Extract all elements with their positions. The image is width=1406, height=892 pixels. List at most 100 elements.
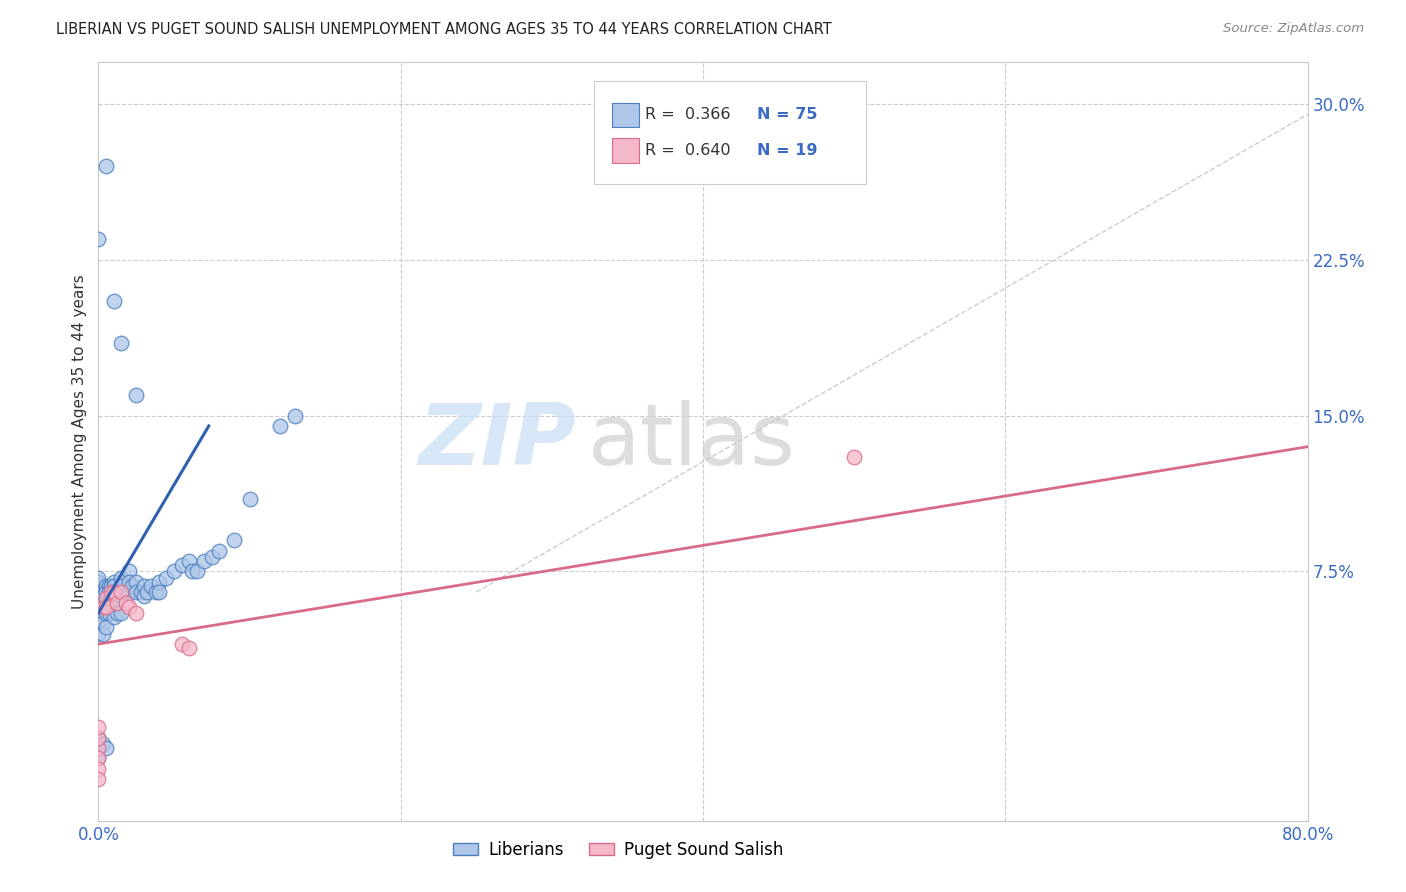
- Point: [87, 606, 110, 620]
- Point: [87, 720, 110, 734]
- Point: [87, 595, 110, 609]
- Point: [118, 585, 141, 599]
- Point: [87, 762, 110, 776]
- Point: [105, 595, 128, 609]
- Point: [201, 549, 224, 564]
- Point: [110, 335, 132, 350]
- Point: [179, 554, 201, 568]
- Point: [91, 595, 114, 609]
- Point: [91, 737, 114, 751]
- Point: [94, 620, 117, 634]
- Point: [94, 599, 117, 614]
- Point: [110, 585, 132, 599]
- Point: [87, 585, 110, 599]
- Text: LIBERIAN VS PUGET SOUND SALISH UNEMPLOYMENT AMONG AGES 35 TO 44 YEARS CORRELATIO: LIBERIAN VS PUGET SOUND SALISH UNEMPLOYM…: [56, 22, 832, 37]
- Point: [105, 606, 128, 620]
- Point: [94, 740, 117, 755]
- Point: [118, 599, 141, 614]
- Point: [98, 585, 121, 599]
- Point: [103, 574, 125, 589]
- Point: [100, 579, 122, 593]
- Text: N = 75: N = 75: [758, 107, 818, 122]
- FancyBboxPatch shape: [595, 81, 866, 184]
- Point: [132, 579, 155, 593]
- Point: [94, 591, 117, 606]
- Text: Source: ZipAtlas.com: Source: ZipAtlas.com: [1223, 22, 1364, 36]
- Point: [125, 574, 148, 589]
- Point: [87, 232, 110, 246]
- Point: [135, 585, 157, 599]
- Point: [100, 585, 122, 599]
- Point: [94, 606, 117, 620]
- Point: [179, 641, 201, 656]
- Point: [105, 595, 128, 609]
- Point: [100, 589, 122, 603]
- Point: [193, 554, 215, 568]
- Point: [103, 294, 125, 309]
- Point: [103, 579, 125, 593]
- Text: R =  0.366: R = 0.366: [645, 107, 731, 122]
- Point: [87, 571, 110, 585]
- Point: [141, 579, 163, 593]
- Point: [87, 740, 110, 755]
- Point: [844, 450, 866, 464]
- Point: [87, 606, 110, 620]
- Point: [87, 751, 110, 765]
- Point: [87, 585, 110, 599]
- Point: [91, 599, 114, 614]
- Point: [224, 533, 246, 548]
- Point: [103, 599, 125, 614]
- FancyBboxPatch shape: [613, 138, 638, 162]
- Point: [87, 731, 110, 745]
- Point: [98, 606, 121, 620]
- Point: [91, 589, 114, 603]
- Point: [148, 574, 170, 589]
- Point: [148, 585, 170, 599]
- Point: [132, 589, 155, 603]
- FancyBboxPatch shape: [613, 103, 638, 127]
- Point: [284, 409, 307, 423]
- Point: [103, 585, 125, 599]
- Point: [98, 579, 121, 593]
- Text: atlas: atlas: [588, 400, 796, 483]
- Point: [87, 751, 110, 765]
- Point: [145, 585, 167, 599]
- Point: [87, 772, 110, 786]
- Point: [170, 558, 193, 573]
- Point: [91, 585, 114, 599]
- Point: [91, 606, 114, 620]
- Point: [110, 579, 132, 593]
- Point: [121, 579, 143, 593]
- Point: [125, 606, 148, 620]
- Point: [94, 595, 117, 609]
- Point: [103, 610, 125, 624]
- Point: [155, 571, 177, 585]
- Y-axis label: Unemployment Among Ages 35 to 44 years: Unemployment Among Ages 35 to 44 years: [72, 274, 87, 609]
- Point: [110, 589, 132, 603]
- Point: [87, 740, 110, 755]
- Legend: Liberians, Puget Sound Salish: Liberians, Puget Sound Salish: [447, 834, 790, 865]
- Point: [125, 585, 148, 599]
- Point: [103, 589, 125, 603]
- Point: [129, 585, 152, 599]
- Text: N = 19: N = 19: [758, 143, 818, 158]
- Point: [87, 589, 110, 603]
- Point: [170, 637, 193, 651]
- Point: [105, 585, 128, 599]
- Point: [91, 616, 114, 631]
- Point: [87, 579, 110, 593]
- Point: [110, 606, 132, 620]
- Point: [110, 571, 132, 585]
- Point: [94, 579, 117, 593]
- Point: [208, 543, 231, 558]
- Text: R =  0.640: R = 0.640: [645, 143, 731, 158]
- Point: [87, 626, 110, 640]
- Point: [87, 595, 110, 609]
- Point: [87, 574, 110, 589]
- Point: [186, 565, 208, 579]
- Text: ZIP: ZIP: [419, 400, 576, 483]
- Point: [239, 491, 262, 506]
- Point: [94, 585, 117, 599]
- Point: [94, 159, 117, 173]
- Point: [100, 599, 122, 614]
